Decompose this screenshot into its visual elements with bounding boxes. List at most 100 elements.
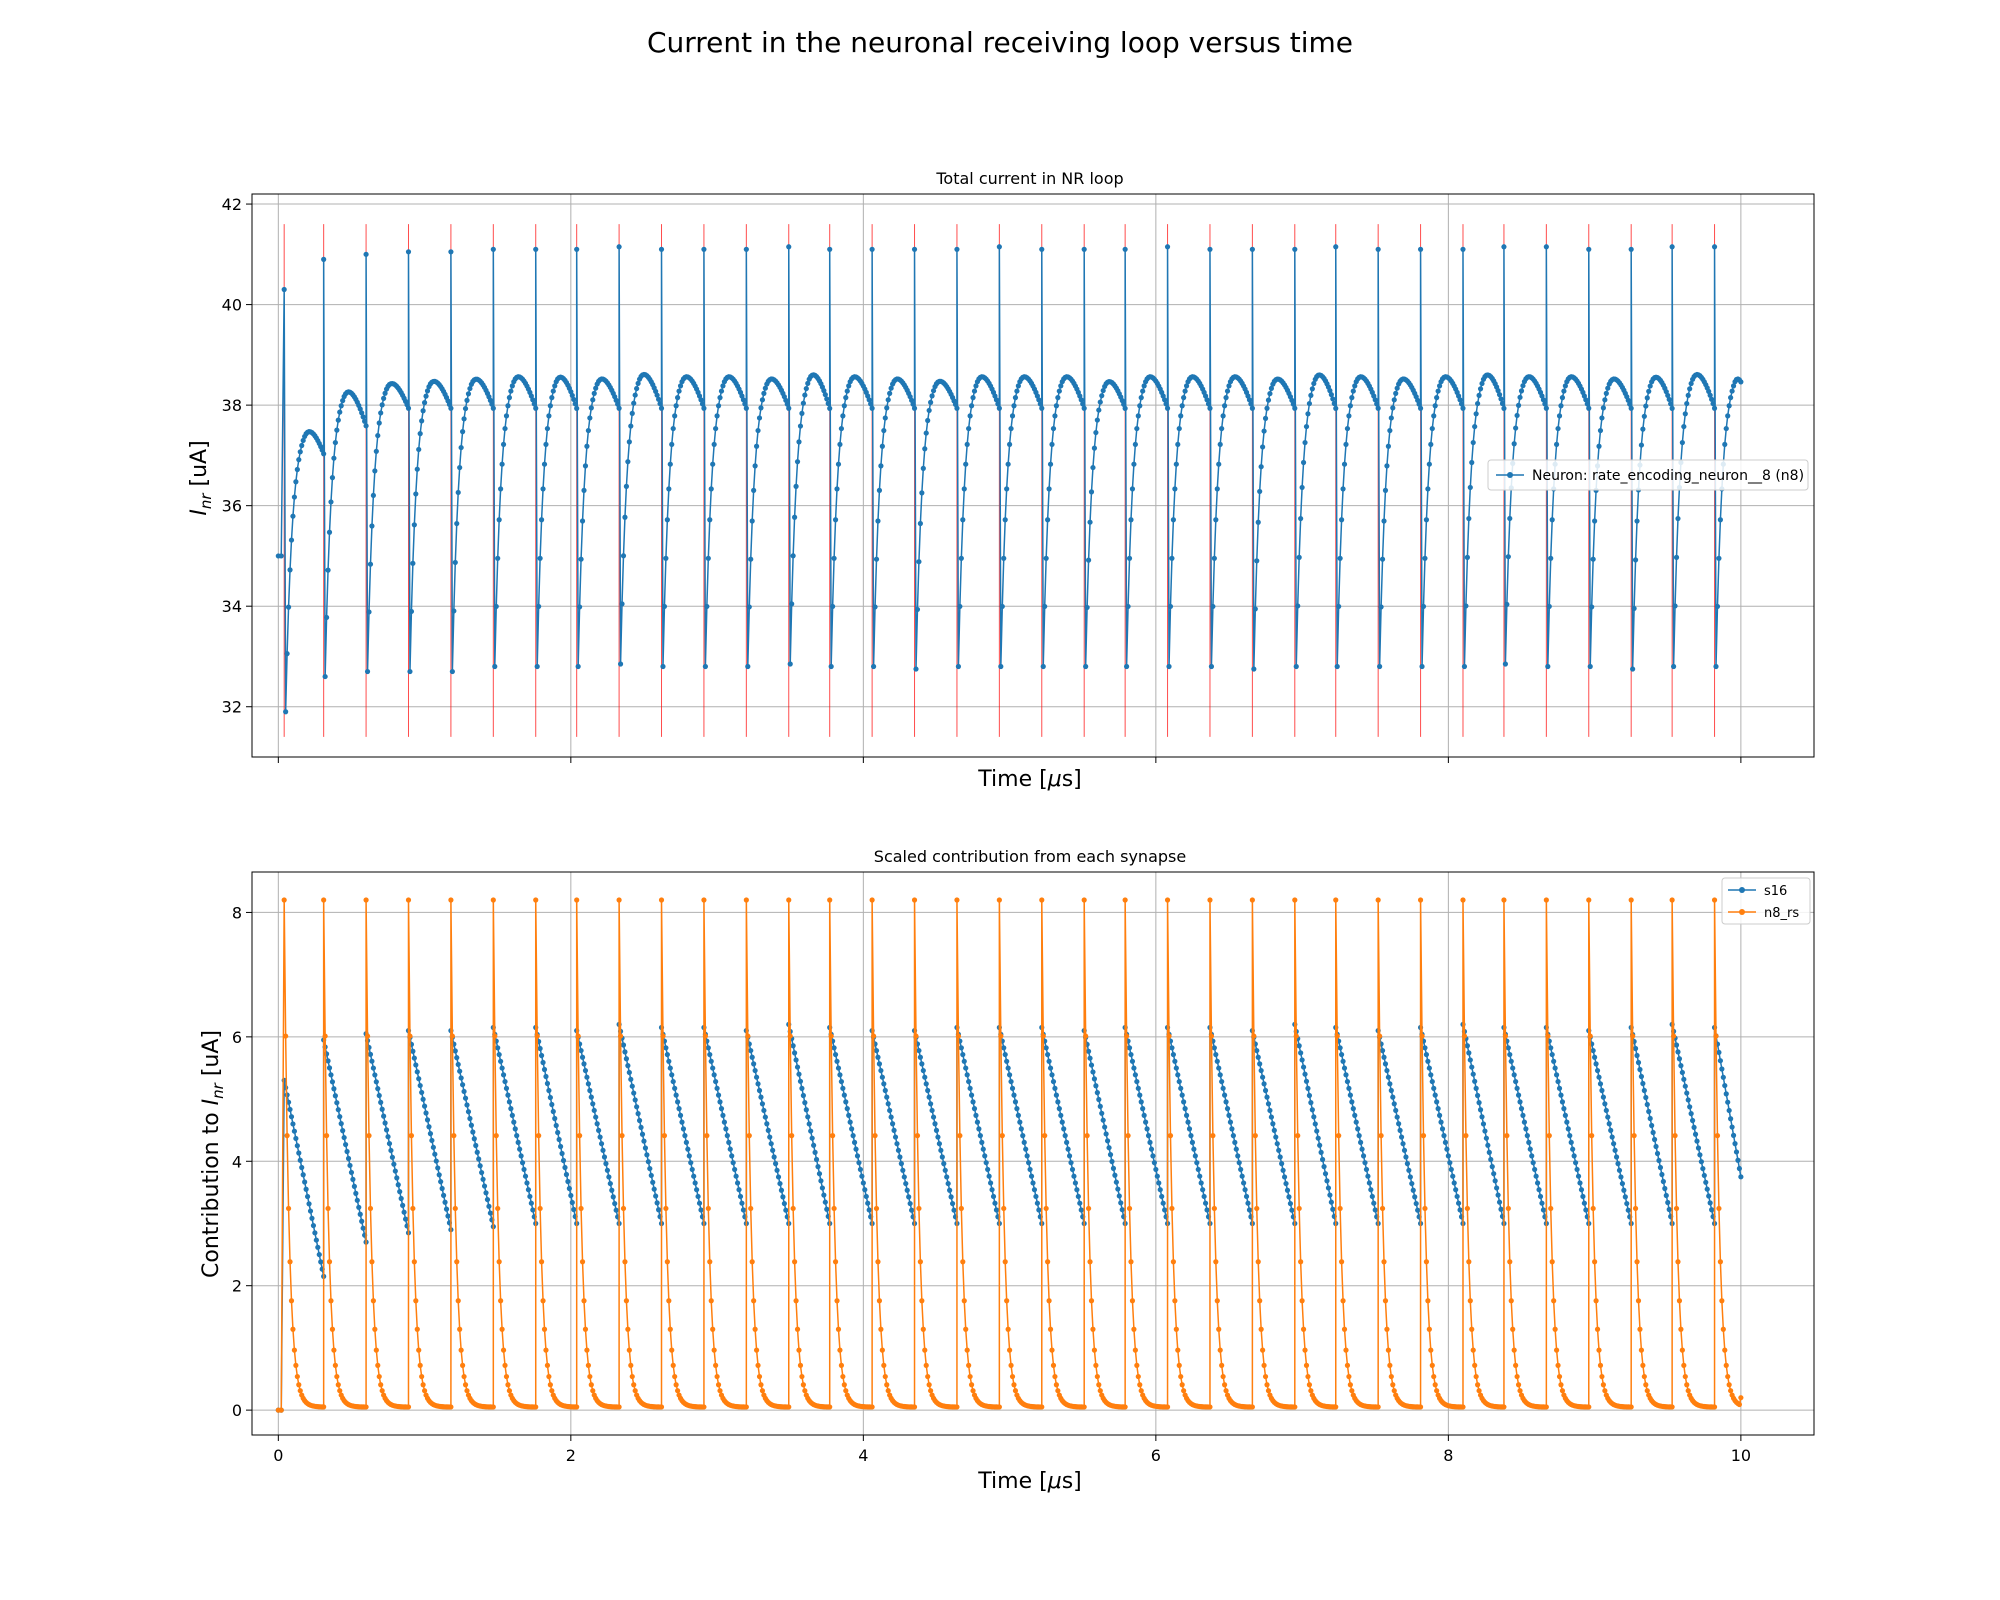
n8-rs-point: [452, 1205, 458, 1212]
n8-rs-point: [366, 1133, 372, 1139]
n8-current-point: [701, 246, 707, 252]
n8-rs-point: [457, 1326, 463, 1332]
n8-current-point: [499, 461, 505, 467]
n8-rs-point: [748, 1205, 754, 1212]
s16-point: [579, 1054, 586, 1060]
s16-point: [676, 1106, 682, 1112]
s16-point: [1692, 1131, 1699, 1137]
s16-point: [1141, 1112, 1147, 1118]
n8-current-point: [1419, 663, 1425, 670]
n8-rs-point: [1254, 1205, 1260, 1212]
s16-point: [1192, 1153, 1198, 1159]
n8-current-point: [1350, 388, 1356, 394]
n8-current-point: [616, 405, 622, 411]
n8-rs-point: [506, 1388, 513, 1394]
n8-rs-point: [464, 1388, 470, 1394]
n8-rs-point: [970, 1388, 976, 1394]
s16-point: [309, 1215, 315, 1221]
n8-current-point: [1511, 441, 1517, 447]
n8-rs-point: [828, 1033, 834, 1039]
s16-point: [1072, 1180, 1079, 1186]
s16-point: [391, 1161, 397, 1167]
s16-point: [1009, 1085, 1016, 1091]
s16-point: [1701, 1172, 1707, 1179]
s16-point: [1157, 1187, 1163, 1193]
n8-rs-point: [1631, 1133, 1637, 1139]
n8-rs-point: [1046, 1298, 1052, 1304]
s16-point: [1128, 1051, 1134, 1058]
s16-point: [503, 1085, 510, 1091]
s16-point: [1562, 1112, 1568, 1118]
n8-current-point: [1592, 518, 1598, 524]
n8-current-point: [549, 395, 555, 401]
s16-point: [1284, 1187, 1291, 1193]
s16-point: [1510, 1065, 1516, 1071]
s16-point: [1707, 1200, 1713, 1206]
s16-point: [1726, 1107, 1732, 1114]
n8-rs-point: [1096, 1382, 1102, 1388]
s16-point: [1467, 1057, 1473, 1063]
s16-point: [1213, 1051, 1219, 1058]
n8-current-point: [1308, 392, 1314, 398]
n8-current-point: [1477, 386, 1484, 392]
n8-rs-point: [1173, 1326, 1179, 1332]
n8-rs-point: [1137, 1382, 1143, 1388]
n8-rs-point: [574, 897, 580, 903]
n8-current-point: [1005, 461, 1011, 467]
n8-rs-point: [911, 897, 918, 903]
n8-current-point: [844, 388, 850, 394]
n8-rs-point: [1378, 1133, 1384, 1139]
s16-point: [783, 1207, 789, 1213]
n8-rs-point: [1039, 1404, 1045, 1410]
s16-point: [341, 1134, 347, 1141]
n8-rs-point: [1466, 1259, 1472, 1265]
n8-rs-point: [1175, 1347, 1181, 1353]
n8-current-point: [552, 383, 558, 389]
s16-point: [733, 1173, 739, 1179]
n8-current-point: [664, 517, 670, 523]
n8-rs-point: [1214, 1298, 1220, 1304]
n8-rs-point: [660, 1033, 666, 1039]
s16-point: [987, 1180, 994, 1186]
n8-rs-point: [786, 1404, 792, 1410]
s16-point: [1144, 1126, 1150, 1132]
s16-point: [726, 1139, 732, 1145]
s16-point: [860, 1180, 866, 1186]
s16-point: [891, 1127, 897, 1133]
n8-current-point: [1475, 400, 1481, 407]
s16-point: [1330, 1206, 1336, 1212]
n8-rs-point: [1261, 1362, 1267, 1368]
n8-rs-point: [1460, 897, 1466, 903]
s16-point: [686, 1153, 692, 1159]
s16-point: [1381, 1054, 1387, 1060]
s16-point: [832, 1051, 839, 1058]
s16-point: [1126, 1045, 1133, 1051]
s16-point: [439, 1185, 445, 1192]
n8-current-point: [1295, 603, 1301, 609]
n8-current-point: [626, 439, 632, 445]
s16-point: [866, 1207, 872, 1213]
s16-point: [1552, 1065, 1558, 1071]
n8-rs-point: [879, 1347, 885, 1353]
n8-current-point: [1543, 244, 1549, 250]
n8-current-point: [822, 392, 828, 398]
s16-point: [423, 1110, 429, 1116]
n8-current-point: [492, 663, 498, 670]
s16-point: [607, 1180, 613, 1187]
n8-current-point: [423, 393, 429, 399]
n8-rs-point: [1425, 1298, 1431, 1304]
s16-point: [775, 1174, 782, 1180]
n8-current-point: [1469, 459, 1475, 466]
n8-rs-point: [1716, 1205, 1722, 1212]
n8-current-point: [1058, 383, 1064, 389]
s16-point: [1521, 1119, 1528, 1125]
s16-point: [337, 1114, 343, 1120]
s16-point: [974, 1119, 981, 1125]
s16-point: [1448, 1166, 1454, 1173]
s16-point: [1609, 1134, 1615, 1140]
s16-point: [1023, 1146, 1029, 1152]
s16-point: [1536, 1187, 1542, 1193]
n8-current-point: [968, 403, 975, 409]
s16-point: [1097, 1103, 1103, 1109]
n8-rs-point: [1341, 1326, 1348, 1332]
